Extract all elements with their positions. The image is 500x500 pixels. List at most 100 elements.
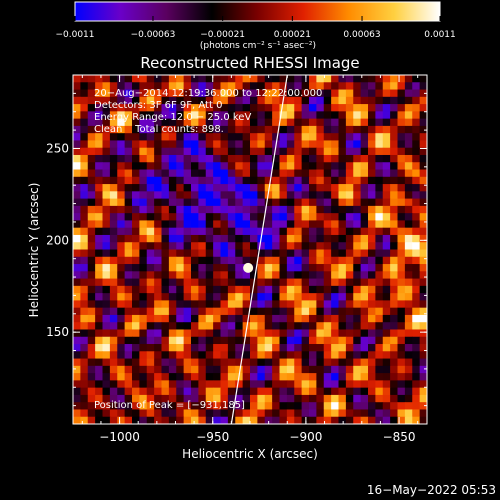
heatmap-cell [73, 82, 81, 90]
heatmap-cell [316, 191, 325, 199]
heatmap-cell [338, 278, 347, 287]
heatmap-cell [87, 104, 96, 112]
heatmap-cell [80, 300, 89, 309]
heatmap-cell [242, 140, 251, 149]
heatmap-cell [272, 344, 280, 352]
heatmap-cell [382, 198, 391, 207]
heatmap-cell [73, 416, 81, 424]
heatmap-cell [382, 184, 391, 192]
heatmap-cell [124, 394, 133, 403]
heatmap-cell [109, 89, 118, 98]
heatmap-cell [95, 373, 103, 381]
heatmap-cell [390, 227, 398, 236]
heatmap-cell [139, 82, 148, 90]
heatmap-cell [397, 387, 406, 396]
heatmap-cell [301, 387, 310, 396]
heatmap-cell [301, 285, 310, 294]
heatmap-cell [264, 394, 273, 403]
heatmap-cell [301, 191, 310, 199]
heatmap-cell [242, 227, 251, 236]
heatmap-cell [146, 336, 155, 345]
heatmap-cell [375, 176, 384, 185]
heatmap-cell [95, 365, 103, 374]
heatmap-cell [132, 387, 140, 396]
heatmap-cell [338, 329, 347, 338]
heatmap-cell [338, 140, 347, 149]
heatmap-cell [250, 125, 258, 134]
heatmap-cell [213, 322, 221, 330]
heatmap-cell [80, 140, 89, 149]
heatmap-cell [338, 351, 347, 359]
heatmap-cell [375, 365, 384, 374]
heatmap-cell [272, 176, 280, 185]
heatmap-cell [390, 365, 398, 374]
heatmap-cell [154, 162, 162, 170]
heatmap-cell [338, 365, 347, 374]
heatmap-cell [353, 169, 362, 178]
heatmap-cell [323, 351, 332, 359]
heatmap-cell [360, 271, 369, 279]
heatmap-cell [264, 147, 273, 156]
heatmap-cell [331, 416, 339, 424]
heatmap-cell [168, 380, 177, 389]
heatmap-cell [412, 176, 421, 185]
heatmap-cell [419, 336, 427, 345]
heatmap-cell [331, 154, 339, 163]
heatmap-cell [132, 293, 140, 301]
heatmap-cell [375, 89, 384, 98]
heatmap-cell [198, 256, 207, 265]
heatmap-cell [132, 234, 140, 243]
heatmap-cell [257, 314, 266, 323]
heatmap-cell [419, 322, 427, 330]
heatmap-cell [183, 147, 192, 156]
heatmap-cell [294, 111, 303, 120]
heatmap-cell [338, 133, 347, 141]
heatmap-cell [95, 133, 103, 141]
heatmap-cell [294, 380, 303, 389]
heatmap-cell [109, 227, 118, 236]
heatmap-cell [397, 104, 406, 112]
heatmap-cell [301, 394, 310, 403]
heatmap-cell [353, 264, 362, 272]
heatmap-cell [242, 409, 251, 418]
heatmap-cell [323, 322, 332, 330]
heatmap-cell [323, 133, 332, 141]
heatmap-cell [168, 394, 177, 403]
heatmap-cell [220, 293, 229, 301]
heatmap-cell [124, 169, 133, 178]
heatmap-cell [132, 176, 140, 185]
heatmap-cell [183, 96, 192, 105]
heatmap-cell [191, 133, 199, 141]
heatmap-cell [375, 329, 384, 338]
heatmap-cell [139, 314, 148, 323]
heatmap-cell [294, 220, 303, 229]
heatmap-cell [368, 147, 376, 156]
heatmap-cell [176, 358, 185, 367]
heatmap-cell [80, 184, 89, 192]
heatmap-cell [338, 96, 347, 105]
heatmap-cell [375, 402, 384, 410]
heatmap-cell [154, 329, 162, 338]
heatmap-cell [198, 176, 207, 185]
heatmap-cell [382, 104, 391, 112]
heatmap-cell [397, 264, 406, 272]
heatmap-cell [257, 205, 266, 214]
heatmap-cell [124, 380, 133, 389]
heatmap-cell [124, 213, 133, 221]
heatmap-cell [301, 380, 310, 389]
heatmap-cell [161, 322, 170, 330]
heatmap-cell [309, 264, 317, 272]
heatmap-cell [227, 133, 236, 141]
heatmap-cell [213, 300, 221, 309]
heatmap-cell [345, 104, 354, 112]
heatmap-cell [95, 162, 103, 170]
heatmap-cell [168, 322, 177, 330]
heatmap-cell [117, 147, 126, 156]
heatmap-cell [102, 285, 111, 294]
heatmap-cell [331, 336, 339, 345]
heatmap-cell [345, 300, 354, 309]
heatmap-cell [301, 373, 310, 381]
heatmap-cell [176, 249, 185, 258]
heatmap-cell [109, 169, 118, 178]
heatmap-cell [227, 402, 236, 410]
